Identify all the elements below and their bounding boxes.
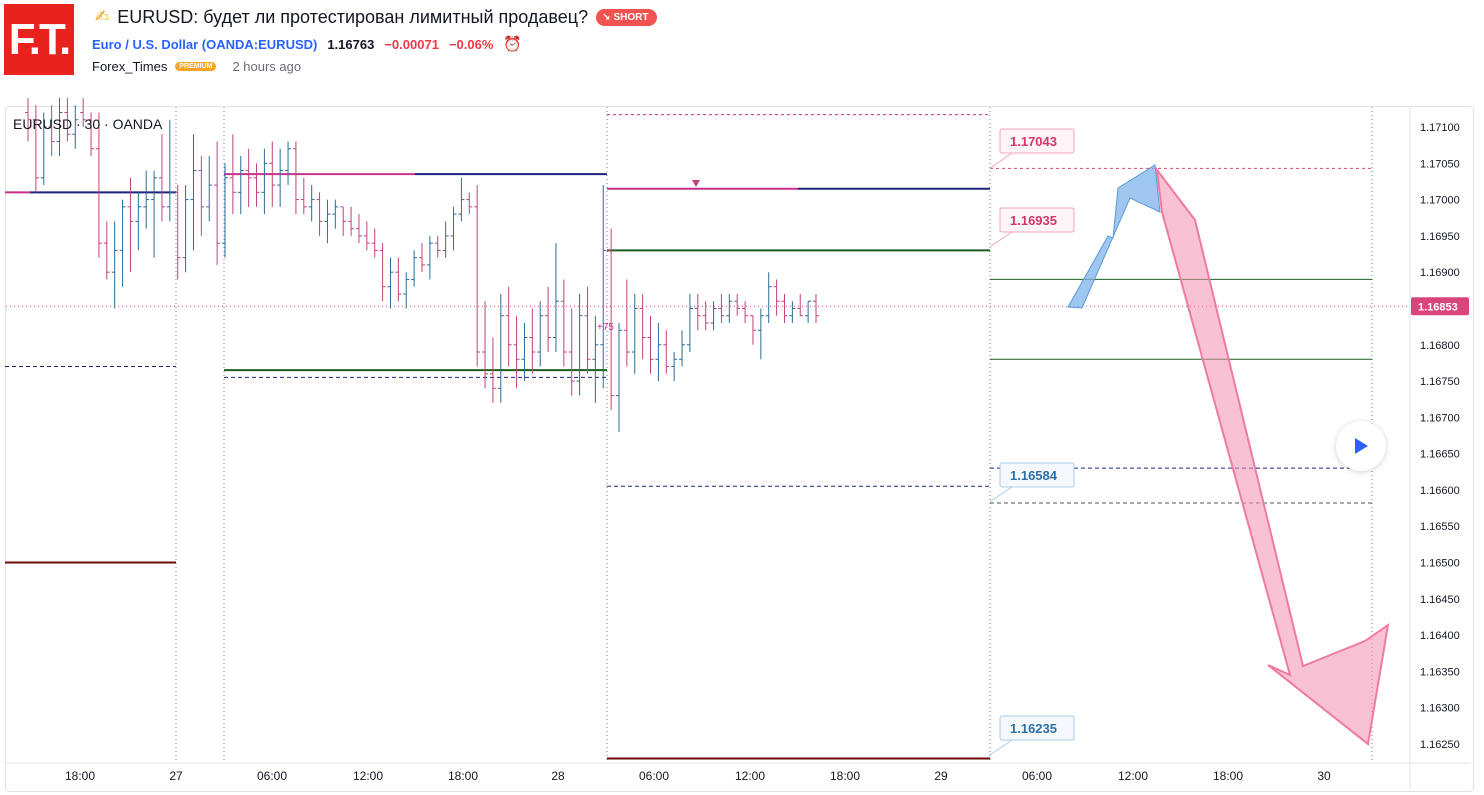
- play-icon: [1355, 438, 1368, 454]
- y-tick-label: 1.16550: [1420, 521, 1460, 533]
- callout-label-0: 1.17043: [1010, 134, 1057, 149]
- forecast-arrow-down: [1155, 166, 1390, 746]
- y-tick-label: 1.16650: [1420, 449, 1460, 461]
- callout-label-3: 1.16235: [1010, 721, 1057, 736]
- x-tick-label: 06:00: [257, 769, 287, 783]
- chart-frame: [5, 106, 1474, 792]
- callout-pointer-0: [989, 152, 1013, 169]
- x-tick-label: 18:00: [448, 769, 478, 783]
- forecast-arrow-up: [1067, 164, 1161, 309]
- price-change-percent: −0.06%: [448, 36, 494, 52]
- callout-box-3: [999, 715, 1075, 741]
- x-tick-label: 12:00: [735, 769, 765, 783]
- pencil-icon: ✍: [95, 7, 110, 26]
- x-tick-label: 28: [551, 769, 565, 783]
- x-tick-label: 18:00: [65, 769, 95, 783]
- x-tick-label: 18:00: [1213, 769, 1243, 783]
- y-tick-label: 1.16600: [1420, 485, 1460, 497]
- author-row: Forex_Times PREMIUM 2 hours ago: [92, 59, 301, 74]
- author-name[interactable]: Forex_Times: [92, 59, 168, 74]
- y-tick-label: 1.16450: [1420, 594, 1460, 606]
- current-price-label: 1.16853: [1418, 301, 1458, 313]
- y-tick-label: 1.16750: [1420, 376, 1460, 388]
- chart-legend: EURUSD · 30 · OANDA: [13, 116, 162, 132]
- callout-box-0: [999, 128, 1075, 154]
- x-tick-label: 12:00: [1118, 769, 1148, 783]
- arrow-down-right-icon: ↘: [602, 11, 611, 23]
- symbol-row: Euro / U.S. Dollar (OANDA:EURUSD) 1.1676…: [92, 35, 522, 53]
- callout-label-1: 1.16935: [1010, 213, 1057, 228]
- callout-pointer-1: [989, 231, 1013, 248]
- x-tick-label: 27: [169, 769, 183, 783]
- callout-pointer-3: [989, 739, 1013, 756]
- y-tick-label: 1.16900: [1420, 267, 1460, 279]
- y-tick-label: 1.17050: [1420, 158, 1460, 170]
- x-tick-label: 18:00: [830, 769, 860, 783]
- callout-label-2: 1.16584: [1010, 468, 1058, 483]
- current-price-label-bg: [1411, 297, 1469, 316]
- x-tick-label: 06:00: [1022, 769, 1052, 783]
- published-time: 2 hours ago: [232, 59, 302, 74]
- y-tick-label: 1.16400: [1420, 630, 1460, 642]
- y-tick-label: 1.16350: [1420, 666, 1460, 678]
- callout-pointer-2: [989, 486, 1013, 502]
- publisher-logo[interactable]: F.T.: [4, 4, 74, 75]
- x-tick-label: 30: [1317, 769, 1331, 783]
- y-tick-label: 1.16250: [1420, 739, 1460, 751]
- short-badge[interactable]: ↘ SHORT: [596, 8, 657, 26]
- y-tick-label: 1.16300: [1420, 703, 1460, 715]
- callout-box-2: [999, 462, 1075, 488]
- x-tick-label: 06:00: [639, 769, 669, 783]
- idea-title: EURUSD: будет ли протестирован лимитный …: [117, 6, 589, 27]
- y-tick-label: 1.17000: [1420, 195, 1460, 207]
- y-tick-label: 1.16500: [1420, 558, 1460, 570]
- callout-box-1: [999, 207, 1075, 233]
- short-badge-label: SHORT: [613, 11, 649, 23]
- last-price: 1.16763: [327, 36, 375, 52]
- sell-marker: [692, 180, 700, 187]
- y-tick-label: 1.16700: [1420, 412, 1460, 424]
- annotation-label: +75: [597, 322, 614, 333]
- y-tick-label: 1.16950: [1420, 231, 1460, 243]
- idea-title-row: ✍ EURUSD: будет ли протестирован лимитны…: [95, 6, 657, 28]
- price-change: −0.00071: [384, 36, 439, 52]
- play-replay-button[interactable]: [1336, 421, 1386, 471]
- premium-badge: PREMIUM: [175, 62, 217, 71]
- logo-text: F.T.: [8, 14, 71, 64]
- symbol-link[interactable]: Euro / U.S. Dollar (OANDA:EURUSD): [92, 36, 318, 52]
- alarm-clock-icon[interactable]: ⏰: [503, 36, 523, 53]
- y-tick-label: 1.17100: [1420, 122, 1460, 134]
- x-tick-label: 29: [934, 769, 948, 783]
- chart-legend-symbol: EURUSD · 30 · OANDA: [13, 116, 163, 132]
- x-tick-label: 12:00: [353, 769, 383, 783]
- y-tick-label: 1.16800: [1420, 340, 1460, 352]
